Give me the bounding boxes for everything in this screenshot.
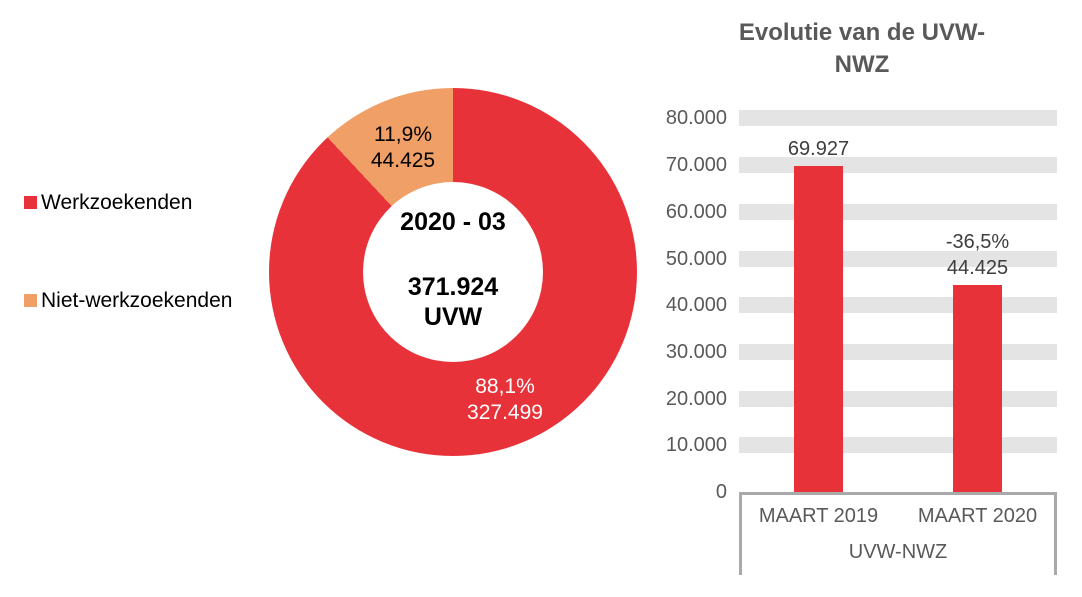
x-axis-title: UVW-NWZ (848, 541, 948, 563)
y-tick-label: 30.000 (665, 340, 727, 363)
gridline-band (739, 343, 1057, 360)
niet-werkzoekenden-value: 44.425 (370, 149, 436, 172)
bar-chart-title: Evolutie van de UVW- NWZ (662, 17, 1062, 81)
y-tick-label: 10.000 (665, 434, 727, 457)
y-tick-label: 80.000 (665, 107, 727, 130)
bar-chart-title-line2: NWZ (834, 51, 890, 78)
werkzoekenden-slice-label: 88,1% 327.499 (440, 374, 570, 426)
werkzoekenden-swatch-icon (24, 196, 37, 209)
bar-maart-2020 (953, 284, 1002, 492)
werkzoekenden-percent: 88,1% (475, 375, 535, 398)
y-tick-label: 50.000 (665, 247, 727, 270)
gridline-band (739, 203, 1057, 220)
werkzoekenden-value: 327.499 (467, 401, 543, 424)
category-axis-box: UVW-NWZ MAART 2019 MAART 2020 (739, 492, 1057, 575)
gridline-band (739, 297, 1057, 314)
bar-value-line: -36,5% (945, 230, 1010, 253)
y-tick-label: 60.000 (665, 200, 727, 223)
y-tick-label: 40.000 (665, 294, 727, 317)
gridline-band (739, 390, 1057, 407)
niet-werkzoekenden-swatch-icon (24, 294, 37, 307)
niet-werkzoekenden-slice-label: 11,9% 44.425 (338, 122, 468, 174)
legend-label-werkzoekenden: Werkzoekenden (41, 191, 193, 214)
category-label: MAART 2020 (917, 505, 1038, 527)
y-tick-label: 0 (715, 481, 727, 503)
bar-value-label: -36,5% 44.425 (903, 229, 1053, 281)
donut-center-period: 2020 - 03 (400, 208, 506, 236)
bar-value-line: 44.425 (946, 256, 1009, 279)
bar-chart-title-line1: Evolutie van de UVW- (738, 19, 986, 46)
donut-center: 2020 - 03 371.924 UVW (363, 182, 543, 362)
category-label: MAART 2019 (758, 505, 879, 527)
y-tick-label: 20.000 (665, 387, 727, 410)
donut-center-total: 371.924 (407, 273, 499, 301)
legend-label-niet-werkzoekenden: Niet-werkzoekenden (41, 289, 233, 312)
niet-werkzoekenden-percent: 11,9% (374, 123, 432, 146)
bar-value-line: 69.927 (787, 137, 850, 160)
gridline-band (739, 110, 1057, 127)
gridline-band (739, 437, 1057, 454)
pie-legend: Werkzoekenden Niet-werkzoekenden (24, 190, 259, 314)
y-tick-label: 70.000 (665, 154, 727, 177)
legend-item-werkzoekenden: Werkzoekenden (24, 190, 259, 216)
legend-item-niet-werkzoekenden: Niet-werkzoekenden (24, 288, 259, 314)
bar-value-label: 69.927 (744, 136, 894, 162)
donut-center-unit: UVW (423, 303, 483, 331)
bar-maart-2019 (794, 165, 843, 492)
